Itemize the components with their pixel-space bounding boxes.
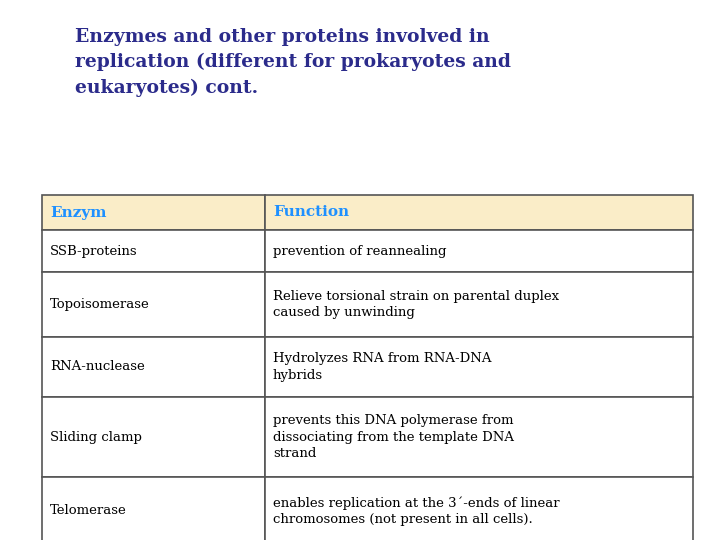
Text: Function: Function	[273, 206, 349, 219]
Bar	[42, 337, 265, 397]
Bar	[265, 195, 693, 230]
Text: Topoisomerase: Topoisomerase	[50, 298, 150, 311]
Bar	[265, 272, 693, 337]
Text: Enzymes and other proteins involved in
replication (different for prokaryotes an: Enzymes and other proteins involved in r…	[75, 28, 511, 97]
Text: Hydrolyzes RNA from RNA-DNA
hybrids: Hydrolyzes RNA from RNA-DNA hybrids	[273, 352, 492, 382]
Text: Telomerase: Telomerase	[50, 504, 127, 517]
Text: RNA-nuclease: RNA-nuclease	[50, 361, 145, 374]
Bar	[265, 477, 693, 540]
Bar	[42, 272, 265, 337]
Text: Relieve torsional strain on parental duplex
caused by unwinding: Relieve torsional strain on parental dup…	[273, 290, 559, 319]
Bar	[42, 397, 265, 477]
Bar	[265, 230, 693, 272]
Bar	[265, 337, 693, 397]
Text: prevents this DNA polymerase from
dissociating from the template DNA
strand: prevents this DNA polymerase from dissoc…	[273, 414, 514, 460]
Text: prevention of reannealing: prevention of reannealing	[273, 245, 446, 258]
Text: Sliding clamp: Sliding clamp	[50, 430, 142, 443]
Bar	[42, 477, 265, 540]
Bar	[265, 397, 693, 477]
Bar	[42, 230, 265, 272]
Text: SSB-proteins: SSB-proteins	[50, 245, 138, 258]
Text: Enzym: Enzym	[50, 206, 107, 219]
Bar	[42, 195, 265, 230]
Text: enables replication at the 3´-ends of linear
chromosomes (not present in all cel: enables replication at the 3´-ends of li…	[273, 496, 559, 526]
